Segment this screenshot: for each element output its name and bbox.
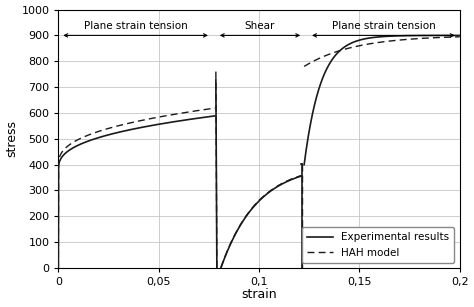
HAH model (55, 266, 61, 270)
Experimental results (163, 121, 168, 125)
HAH model (212, 106, 218, 110)
Experimental results (118, 130, 124, 134)
X-axis label: strain: strain (241, 289, 277, 301)
HAH model (163, 114, 168, 118)
HAH model (124, 122, 129, 126)
Line: Experimental results: Experimental results (58, 116, 215, 268)
HAH model (179, 111, 184, 115)
Experimental results (212, 114, 218, 118)
Text: Plane strain tension: Plane strain tension (84, 21, 188, 31)
Experimental results (55, 266, 61, 270)
HAH model (201, 108, 206, 111)
Line: HAH model: HAH model (58, 108, 215, 268)
HAH model (118, 123, 124, 127)
Text: Shear: Shear (245, 21, 275, 31)
Text: Plane strain tension: Plane strain tension (331, 21, 435, 31)
Legend: Experimental results, HAH model: Experimental results, HAH model (301, 227, 455, 263)
Experimental results (124, 129, 129, 132)
Experimental results (187, 118, 193, 121)
Experimental results (201, 115, 206, 119)
Experimental results (179, 119, 184, 122)
Y-axis label: stress: stress (6, 120, 18, 157)
HAH model (187, 110, 193, 114)
